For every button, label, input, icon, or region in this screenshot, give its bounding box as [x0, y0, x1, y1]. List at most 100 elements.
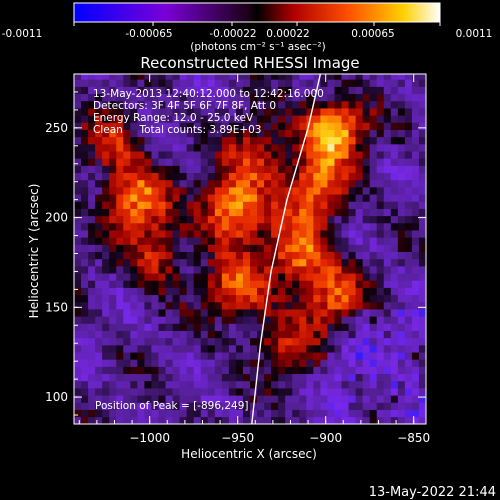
heatmap-cell: [74, 345, 82, 353]
heatmap-cell: [102, 194, 110, 202]
heatmap-cell: [165, 373, 173, 382]
heatmap-cell: [214, 380, 223, 389]
heatmap-cell: [257, 165, 265, 174]
heatmap-cell: [257, 230, 265, 238]
heatmap-cell: [383, 309, 392, 317]
heatmap-cell: [341, 230, 349, 238]
heatmap-cell: [369, 301, 378, 310]
heatmap-cell: [250, 258, 258, 267]
heatmap-cell: [179, 93, 187, 102]
heatmap-cell: [341, 179, 349, 188]
heatmap-cell: [102, 316, 110, 324]
heatmap-cell: [362, 301, 370, 310]
heatmap-cell: [130, 330, 138, 339]
heatmap-cell: [397, 230, 406, 238]
heatmap-cell: [418, 208, 426, 217]
heatmap-cell: [397, 187, 406, 195]
heatmap-cell: [418, 122, 426, 130]
heatmap-cell: [376, 373, 385, 382]
heatmap-cell: [327, 301, 335, 310]
heatmap-cell: [137, 215, 145, 224]
heatmap-cell: [207, 86, 216, 95]
heatmap-cell: [299, 201, 307, 209]
heatmap-cell: [341, 115, 349, 123]
heatmap-cell: [411, 172, 420, 181]
heatmap-cell: [271, 309, 279, 317]
heatmap-cell: [88, 115, 96, 123]
heatmap-cell: [228, 215, 237, 224]
heatmap-cell: [109, 388, 117, 396]
heatmap-cell: [348, 100, 356, 109]
heatmap-cell: [369, 208, 378, 217]
heatmap-cell: [341, 280, 349, 288]
heatmap-cell: [200, 100, 209, 109]
heatmap-cell: [109, 258, 117, 267]
heatmap-cell: [235, 194, 244, 202]
heatmap-cell: [144, 380, 152, 389]
heatmap-cell: [299, 366, 307, 375]
heatmap-cell: [221, 345, 230, 353]
heatmap-cell: [193, 79, 202, 87]
heatmap-cell: [404, 129, 413, 138]
heatmap-cell: [334, 215, 342, 224]
heatmap-cell: [383, 337, 392, 346]
heatmap-cell: [313, 416, 321, 424]
heatmap-cell: [292, 402, 300, 410]
heatmap-cell: [383, 230, 392, 238]
heatmap-cell: [207, 280, 216, 288]
heatmap-cell: [306, 230, 314, 238]
heatmap-cell: [74, 136, 82, 145]
heatmap-cell: [376, 172, 385, 181]
heatmap-cell: [264, 74, 272, 80]
heatmap-cell: [348, 280, 356, 288]
heatmap-cell: [327, 230, 335, 238]
heatmap-cell: [81, 172, 89, 181]
heatmap-cell: [74, 266, 82, 274]
heatmap-cell: [95, 201, 103, 209]
heatmap-cell: [207, 201, 216, 209]
heatmap-cell: [109, 179, 117, 188]
heatmap-cell: [165, 208, 173, 217]
heatmap-cell: [214, 144, 223, 152]
heatmap-cell: [341, 416, 349, 424]
heatmap-cell: [362, 380, 370, 389]
heatmap-cell: [271, 144, 279, 152]
heatmap-cell: [411, 395, 420, 403]
heatmap-cell: [123, 144, 131, 152]
heatmap-cell: [299, 266, 307, 274]
heatmap-cell: [200, 388, 209, 396]
heatmap-cell: [158, 380, 166, 389]
heatmap-cell: [250, 323, 258, 331]
heatmap-cell: [207, 366, 216, 375]
heatmap-cell: [81, 416, 89, 424]
heatmap-cell: [397, 395, 406, 403]
heatmap-cell: [151, 366, 159, 375]
heatmap-cell: [116, 74, 124, 80]
heatmap-cell: [257, 187, 265, 195]
heatmap-cell: [250, 266, 258, 274]
heatmap-cell: [116, 115, 124, 123]
heatmap-cell: [362, 294, 370, 303]
heatmap-cell: [109, 294, 117, 303]
heatmap-cell: [151, 316, 159, 324]
heatmap-cell: [306, 237, 314, 245]
heatmap-cell: [109, 409, 117, 418]
y-tick-label: 100: [45, 390, 68, 404]
heatmap-cell: [88, 179, 96, 188]
heatmap-cell: [179, 115, 187, 123]
heatmap-cell: [123, 359, 131, 367]
heatmap-cell: [355, 86, 363, 95]
heatmap-cell: [404, 301, 413, 310]
heatmap-cell: [369, 273, 378, 281]
heatmap-cell: [397, 74, 406, 80]
heatmap-cell: [306, 323, 314, 331]
heatmap-cell: [88, 122, 96, 130]
heatmap-cell: [193, 215, 202, 224]
heatmap-cell: [88, 388, 96, 396]
heatmap-cell: [362, 316, 370, 324]
heatmap-cell: [193, 208, 202, 217]
heatmap-cell: [341, 165, 349, 174]
heatmap-cell: [264, 86, 272, 95]
heatmap-cell: [102, 115, 110, 123]
